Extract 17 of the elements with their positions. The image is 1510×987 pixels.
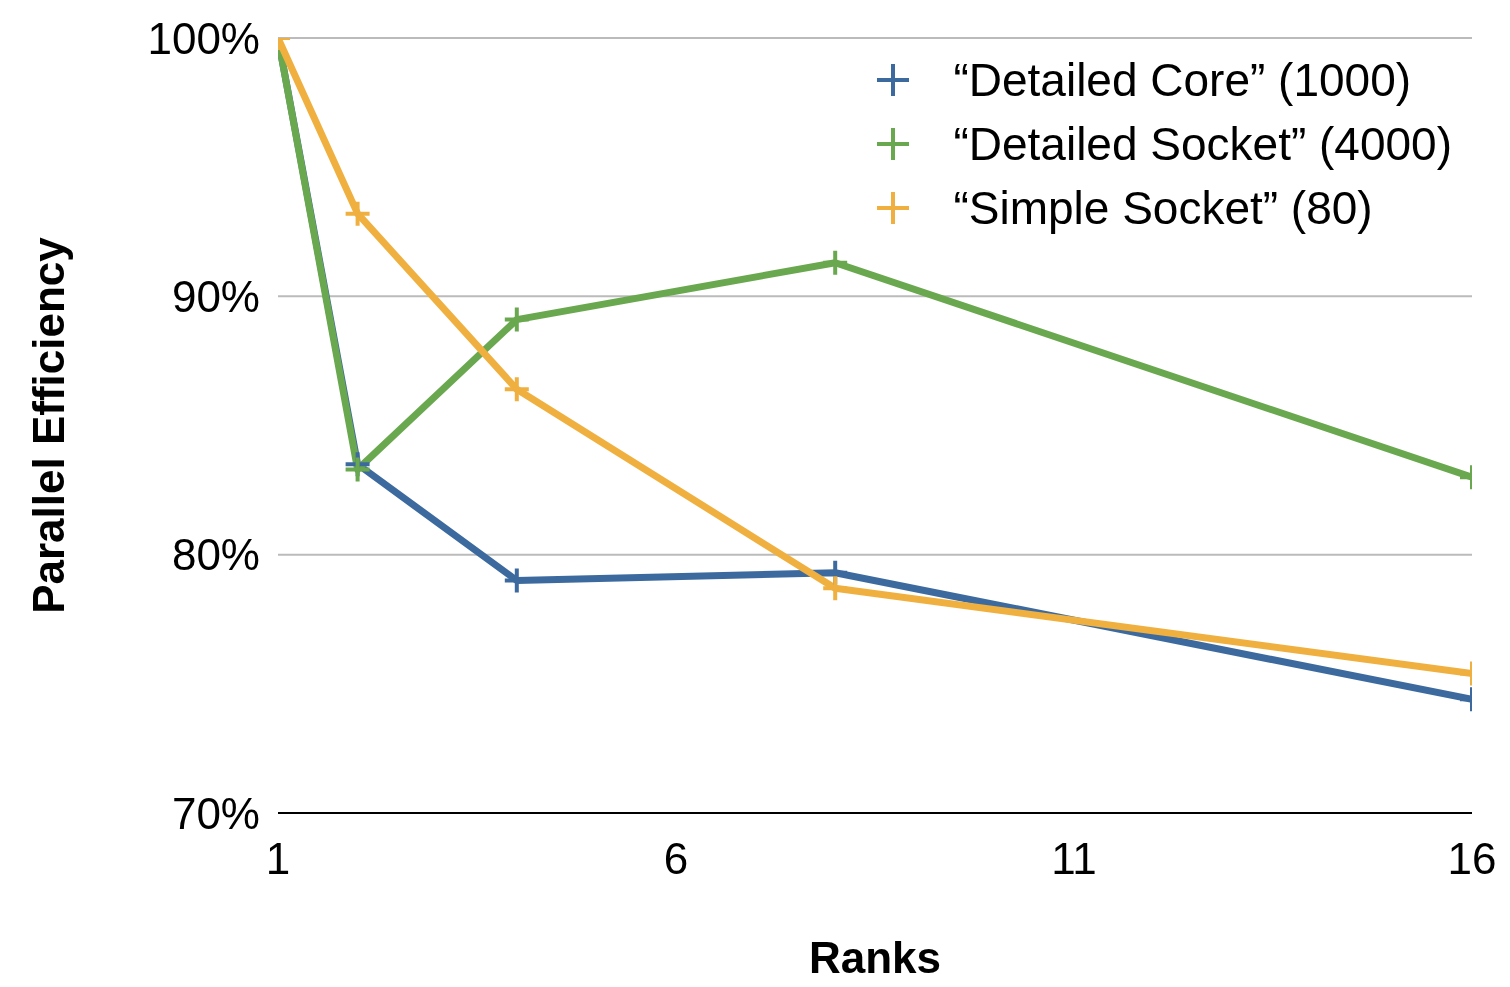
legend-label: “Detailed Socket” (4000) [953,117,1452,171]
x-tick-label: 6 [663,834,689,884]
y-tick-label: 80% [171,530,260,580]
x-tick-label: 1 [265,834,291,884]
point [345,201,370,226]
point [504,377,529,402]
legend-label: “Detailed Core” (1000) [953,53,1412,107]
y-tick-label: 100% [147,13,260,63]
point [504,307,529,332]
y-axis-title: Parallel Efficiency [23,236,73,614]
x-tick-label: 16 [1447,834,1497,884]
point [345,457,370,482]
y-tick-label: 70% [171,788,260,838]
legend-label: “Simple Socket” (80) [953,181,1373,235]
x-axis-title: Ranks [808,933,942,982]
x-tick-label: 11 [1051,834,1097,884]
y-tick-label: 90% [171,271,260,321]
